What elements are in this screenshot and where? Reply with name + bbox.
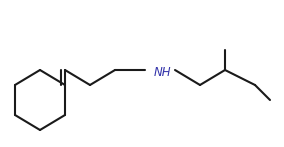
Text: NH: NH xyxy=(154,66,172,78)
